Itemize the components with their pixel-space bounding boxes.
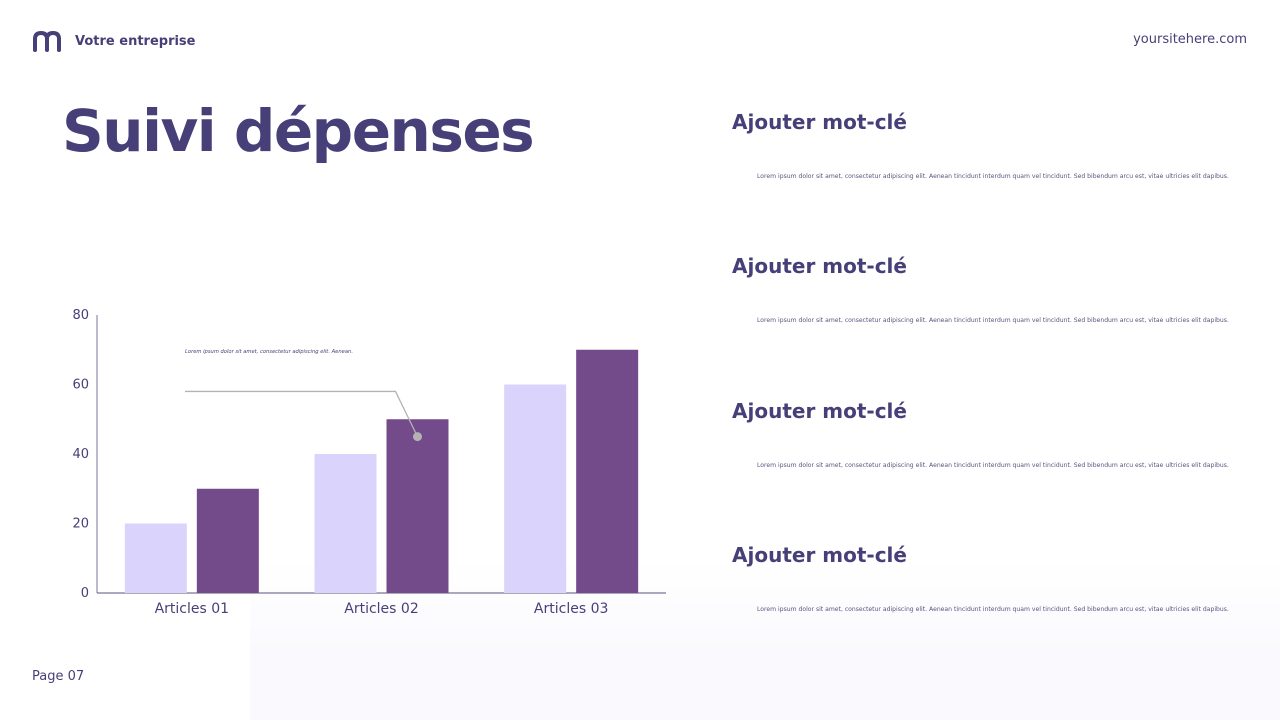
bar-light [504, 384, 567, 593]
keyword-description: Lorem ipsum dolor sit amet, consectetur … [757, 173, 1229, 180]
bar-dark [196, 488, 259, 593]
bar-light [314, 454, 377, 593]
bar-dark [386, 419, 449, 593]
bar-light [124, 523, 187, 593]
x-category-label: Articles 01 [155, 601, 229, 617]
expense-chart: 0 20 40 60 80 Articles 01 Articles 02 Articles … [60, 295, 680, 635]
y-tick-label: 40 [72, 447, 89, 462]
bar-dark [576, 349, 639, 593]
page-title: Suivi dépenses [62, 97, 535, 165]
keyword-title: Ajouter mot-clé [732, 110, 907, 134]
callout-dot [413, 432, 422, 442]
keyword-item: Ajouter mot-clé Lorem ipsum dolor sit am… [732, 399, 1229, 469]
keyword-item: Ajouter mot-clé Lorem ipsum dolor sit am… [732, 254, 1229, 324]
m-logo-icon [33, 31, 61, 52]
callout-line [185, 390, 419, 437]
page-number: Page 07 [32, 669, 85, 684]
keyword-title: Ajouter mot-clé [732, 543, 907, 567]
site-url-link[interactable]: yoursitehere.com [1133, 32, 1247, 47]
y-tick-label: 0 [81, 586, 89, 601]
brand-name: Votre entreprise [75, 33, 196, 49]
bar-chart-svg: 0 20 40 60 80 Articles 01 Articles 02 Articles … [72, 308, 666, 617]
keyword-description: Lorem ipsum dolor sit amet, consectetur … [757, 317, 1229, 324]
y-tick-label: 80 [72, 308, 89, 323]
callout-text: Lorem ipsum dolor sit amet, consectetur … [185, 349, 353, 355]
brand-logo[interactable]: Votre entreprise [32, 30, 196, 52]
keyword-title: Ajouter mot-clé [732, 254, 907, 278]
y-tick-label: 20 [72, 517, 89, 532]
x-category-label: Articles 03 [534, 601, 608, 617]
x-category-label: Articles 02 [344, 601, 418, 617]
keyword-item: Ajouter mot-clé Lorem ipsum dolor sit am… [732, 543, 1229, 613]
keyword-description: Lorem ipsum dolor sit amet, consectetur … [757, 606, 1229, 613]
keyword-title: Ajouter mot-clé [732, 399, 907, 423]
y-tick-label: 60 [72, 378, 89, 393]
keyword-description: Lorem ipsum dolor sit amet, consectetur … [757, 462, 1229, 469]
keyword-item: Ajouter mot-clé Lorem ipsum dolor sit am… [732, 110, 1229, 180]
